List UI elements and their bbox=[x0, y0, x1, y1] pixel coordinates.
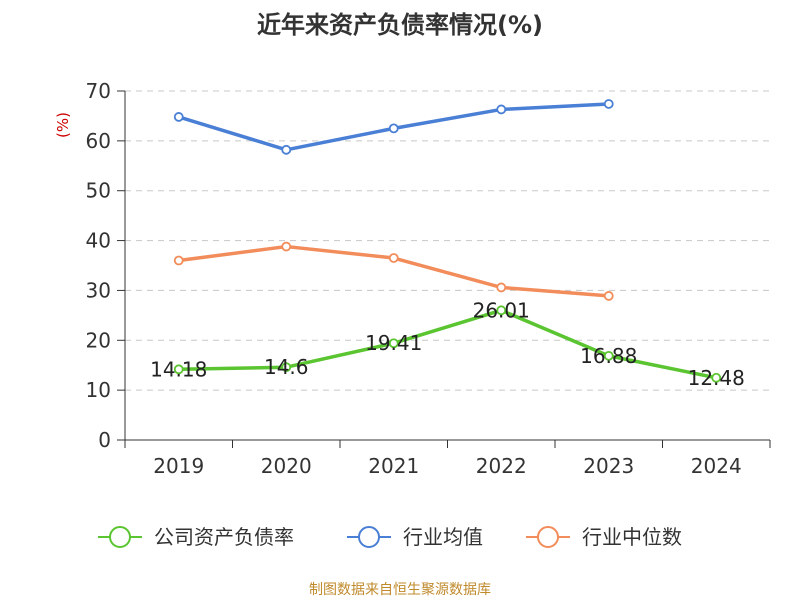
data-point bbox=[173, 255, 184, 266]
x-tick-label: 2024 bbox=[691, 454, 742, 478]
data-label: 12.48 bbox=[688, 366, 745, 390]
y-tick-label: 20 bbox=[86, 328, 111, 352]
legend-label: 公司资产负债率 bbox=[154, 525, 294, 549]
x-tick-label: 2019 bbox=[153, 454, 204, 478]
data-point bbox=[496, 104, 507, 115]
data-label: 26.01 bbox=[473, 298, 530, 322]
data-point bbox=[388, 338, 399, 349]
data-label: 16.88 bbox=[580, 344, 637, 368]
y-tick-label: 0 bbox=[98, 428, 111, 452]
data-point bbox=[388, 123, 399, 134]
y-tick-label: 50 bbox=[86, 179, 111, 203]
data-point bbox=[388, 253, 399, 263]
source-note: 制图数据来自恒生聚源数据库 bbox=[309, 582, 491, 598]
legend-marker bbox=[358, 526, 380, 548]
x-tick-label: 2021 bbox=[368, 454, 419, 478]
series-layer bbox=[173, 99, 722, 383]
data-point bbox=[281, 144, 292, 155]
legend-label: 行业均值 bbox=[403, 525, 483, 549]
data-point bbox=[711, 372, 722, 383]
data-labels: 14.18 14.6 19.41 26.01 16.88 12.48 bbox=[150, 298, 745, 389]
data-point bbox=[496, 305, 507, 316]
y-tick-label: 40 bbox=[86, 229, 111, 253]
y-axis-unit: (%) bbox=[54, 112, 72, 138]
data-point bbox=[496, 282, 507, 293]
chart-title: 近年来资产负债率情况(%) bbox=[257, 11, 543, 39]
legend-marker bbox=[109, 526, 131, 548]
x-tick-label: 2020 bbox=[261, 454, 312, 478]
gridlines bbox=[125, 90, 770, 391]
y-tick-label: 60 bbox=[86, 129, 111, 153]
y-tick-label: 10 bbox=[86, 378, 111, 402]
legend-label: 行业中位数 bbox=[582, 525, 682, 549]
series-line bbox=[178, 308, 717, 380]
data-point bbox=[603, 350, 614, 361]
x-tick-label: 2023 bbox=[583, 454, 634, 478]
data-point bbox=[281, 241, 292, 252]
data-label: 14.6 bbox=[264, 355, 309, 379]
data-point bbox=[603, 99, 614, 109]
y-tick-label: 30 bbox=[86, 278, 111, 302]
data-point bbox=[281, 362, 292, 373]
data-point bbox=[173, 112, 184, 122]
legend: 公司资产负债率 行业均值 行业中位数 bbox=[98, 525, 682, 549]
y-tick-label: 70 bbox=[86, 79, 111, 103]
data-point bbox=[173, 364, 184, 375]
data-point bbox=[603, 291, 614, 301]
axes: 0 10 20 30 40 50 60 70 2019 2020 2021 2022 2023 2024 bbox=[86, 79, 771, 478]
legend-marker bbox=[537, 526, 559, 548]
x-tick-label: 2022 bbox=[476, 454, 527, 478]
data-label: 14.18 bbox=[150, 357, 207, 381]
data-label: 19.41 bbox=[365, 331, 422, 355]
